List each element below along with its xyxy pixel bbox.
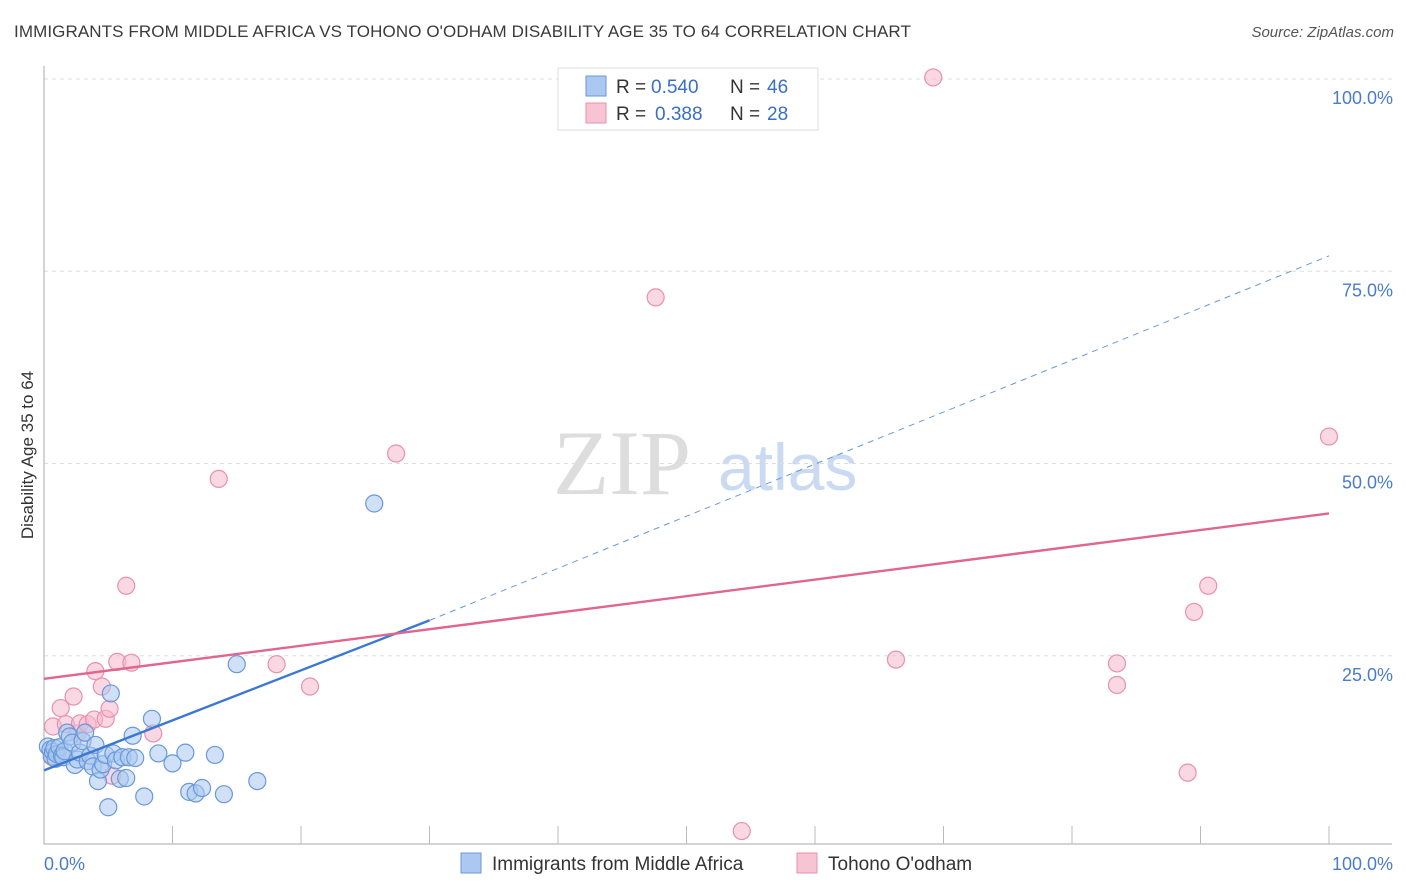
legend-swatch-pink — [585, 102, 607, 124]
point-tohono — [1107, 675, 1127, 695]
x-tick-label-max: 100.0% — [1332, 854, 1393, 874]
point-tohono — [267, 655, 286, 674]
point-middle-africa — [214, 785, 233, 804]
legend-bottom: Immigrants from Middle Africa Tohono O'o… — [460, 852, 972, 875]
point-middle-africa — [248, 771, 267, 791]
point-middle-africa — [117, 768, 136, 788]
point-middle-africa — [76, 723, 95, 742]
point-middle-africa — [126, 748, 145, 768]
point-tohono — [386, 444, 406, 463]
x-tick-label-min: 0.0% — [44, 854, 85, 874]
point-tohono — [886, 650, 906, 669]
trend-line-middle-africa — [43, 619, 430, 772]
point-tohono — [1107, 654, 1127, 673]
legend-r-value-blue: 0.540 — [651, 77, 699, 98]
gridlines — [44, 78, 1392, 657]
point-middle-africa — [101, 684, 120, 703]
legend-r-label-blue: R = — [616, 77, 646, 98]
point-tohono — [100, 699, 119, 718]
y-axis-label: Disability Age 35 to 64 — [18, 371, 37, 539]
point-middle-africa — [176, 743, 195, 762]
point-tohono — [51, 698, 70, 718]
point-middle-africa — [227, 655, 246, 674]
point-tohono — [1199, 576, 1218, 595]
bottom-legend-label-blue: Immigrants from Middle Africa — [492, 854, 744, 875]
trend-line-middle-africa-extended — [429, 255, 1330, 621]
point-tohono — [117, 576, 136, 595]
point-tohono — [732, 821, 751, 841]
point-tohono — [300, 677, 320, 696]
point-tohono — [1319, 427, 1339, 446]
trend-line-tohono — [43, 512, 1330, 681]
y-tick-label: 75.0% — [1342, 280, 1393, 300]
watermark-atlas: atlas — [718, 430, 857, 504]
point-middle-africa — [149, 744, 168, 763]
point-middle-africa — [135, 787, 154, 806]
point-tohono — [64, 687, 83, 706]
point-tohono — [1178, 763, 1197, 782]
point-tohono — [1184, 602, 1204, 622]
point-middle-africa — [365, 494, 384, 513]
bottom-legend-swatch-blue — [460, 852, 482, 874]
point-tohono — [924, 68, 943, 87]
trend-lines — [43, 255, 1330, 772]
legend-r-value-pink: 0.388 — [655, 104, 703, 125]
source-label: Source: ZipAtlas.com — [1251, 24, 1394, 41]
point-tohono — [209, 469, 228, 488]
legend-n-label-pink: N = — [730, 104, 760, 125]
point-middle-africa — [99, 798, 118, 817]
legend-r-label-pink: R = — [616, 104, 646, 125]
legend-n-value-pink: 28 — [767, 104, 788, 125]
bottom-legend-swatch-pink — [796, 852, 818, 874]
point-middle-africa — [163, 754, 182, 773]
point-tohono — [646, 288, 665, 307]
x-tick-marks — [172, 826, 1330, 844]
y-tick-label: 25.0% — [1342, 665, 1393, 685]
legend-top: R = 0.540 N = 46 R = 0.388 N = 28 — [557, 67, 819, 131]
legend-n-value-blue: 46 — [767, 77, 788, 98]
point-middle-africa — [205, 745, 225, 765]
legend-swatch-blue — [585, 75, 607, 97]
chart-title: IMMIGRANTS FROM MIDDLE AFRICA VS TOHONO … — [14, 22, 911, 41]
bottom-legend-label-pink: Tohono O'odham — [828, 854, 972, 875]
y-tick-label: 50.0% — [1342, 473, 1393, 493]
legend-n-label-blue: N = — [730, 77, 760, 98]
y-tick-label: 100.0% — [1332, 88, 1393, 108]
point-middle-africa — [192, 778, 212, 798]
series-middle-africa-points — [38, 494, 384, 817]
